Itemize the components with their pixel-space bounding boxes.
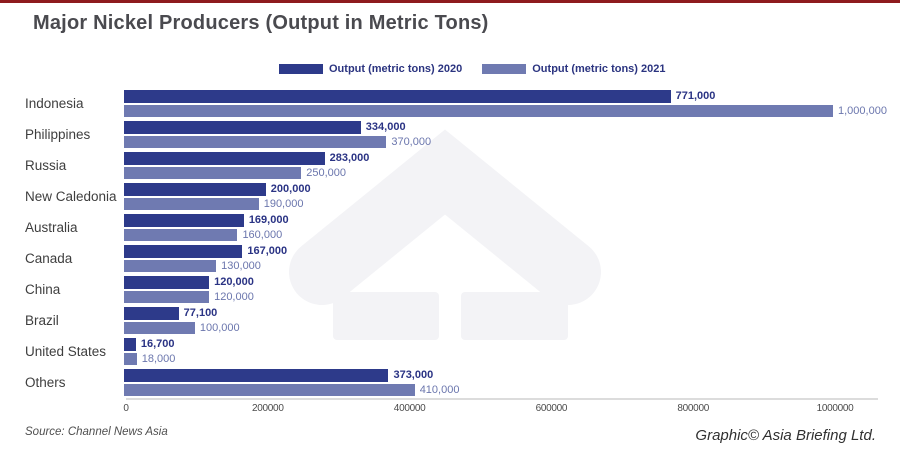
value-label-2020: 169,000 bbox=[248, 214, 289, 226]
category-label: Philippines bbox=[25, 127, 91, 142]
value-label-2020: 167,000 bbox=[247, 245, 288, 257]
bar-2021 bbox=[124, 353, 137, 365]
value-label-2020: 771,000 bbox=[675, 90, 716, 102]
bar-2020 bbox=[124, 214, 244, 227]
value-label-2020: 16,700 bbox=[140, 338, 175, 350]
category-label: Indonesia bbox=[25, 96, 84, 111]
category-label: Others bbox=[25, 375, 66, 390]
category-label: Brazil bbox=[25, 313, 59, 328]
bar-2020 bbox=[124, 369, 389, 382]
category-label: Australia bbox=[25, 220, 78, 235]
x-axis-line bbox=[126, 398, 878, 400]
bar-2020 bbox=[124, 183, 266, 196]
bar-2020 bbox=[124, 338, 136, 351]
bar-2021 bbox=[124, 167, 302, 179]
top-accent-line bbox=[0, 0, 900, 3]
bar-2020 bbox=[124, 276, 210, 289]
value-label-2021: 120,000 bbox=[214, 291, 254, 303]
x-axis-tick-label: 200000 bbox=[252, 403, 284, 414]
category-label: Russia bbox=[25, 158, 67, 173]
value-label-2021: 130,000 bbox=[221, 260, 261, 272]
x-axis-tick-label: 400000 bbox=[393, 403, 426, 414]
value-label-2020: 334,000 bbox=[365, 121, 406, 133]
credit-note: Graphic© Asia Briefing Ltd. bbox=[695, 427, 876, 444]
bar-2020 bbox=[124, 245, 243, 258]
bar-2020 bbox=[124, 90, 671, 103]
chart-legend: Output (metric tons) 2020 Output (metric… bbox=[279, 62, 686, 76]
bar-2020 bbox=[124, 307, 179, 320]
legend-label-2021: Output (metric tons) 2021 bbox=[532, 63, 666, 75]
category-label: New Caledonia bbox=[25, 189, 117, 204]
bar-2021 bbox=[124, 260, 217, 272]
value-label-2021: 160,000 bbox=[242, 229, 283, 241]
bar-2021 bbox=[124, 198, 259, 210]
category-label: China bbox=[25, 282, 61, 297]
x-axis-tick-label: 800000 bbox=[677, 403, 709, 414]
bar-2021 bbox=[124, 229, 238, 241]
legend-swatch-2021 bbox=[482, 64, 527, 74]
bar-2021 bbox=[124, 291, 210, 303]
value-label-2020: 283,000 bbox=[329, 152, 370, 164]
value-label-2021: 410,000 bbox=[419, 384, 460, 396]
value-label-2020: 120,000 bbox=[214, 276, 254, 288]
value-label-2020: 373,000 bbox=[393, 369, 434, 381]
category-label: United States bbox=[25, 344, 107, 359]
value-label-2020: 200,000 bbox=[270, 183, 311, 195]
x-axis-tick-label: 1000000 bbox=[816, 403, 854, 414]
legend-swatch-2020 bbox=[279, 64, 323, 74]
value-label-2021: 100,000 bbox=[199, 322, 240, 334]
page-title: Major Nickel Producers (Output in Metric… bbox=[33, 12, 489, 34]
bar-2020 bbox=[124, 152, 325, 165]
bar-2021 bbox=[124, 384, 415, 396]
x-axis-tick-label: 600000 bbox=[535, 403, 568, 414]
value-label-2021: 190,000 bbox=[263, 198, 304, 210]
bar-2021 bbox=[124, 322, 195, 334]
bar-2021 bbox=[124, 136, 387, 148]
value-label-2021: 18,000 bbox=[141, 353, 176, 365]
category-label: Canada bbox=[25, 251, 73, 266]
value-label-2021: 250,000 bbox=[306, 167, 347, 179]
value-label-2020: 77,100 bbox=[183, 307, 218, 319]
bar-2021 bbox=[124, 105, 833, 117]
x-axis-tick-label: 0 bbox=[123, 403, 129, 414]
legend-label-2020: Output (metric tons) 2020 bbox=[329, 63, 463, 75]
value-label-2021: 370,000 bbox=[391, 136, 432, 148]
source-note: Source: Channel News Asia bbox=[25, 426, 168, 438]
bar-2020 bbox=[124, 121, 361, 134]
value-label-2021: 1,000,000 bbox=[838, 105, 887, 117]
